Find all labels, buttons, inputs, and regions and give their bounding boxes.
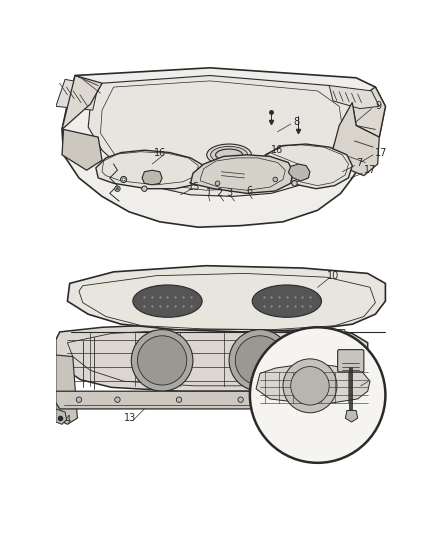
Circle shape (177, 397, 182, 402)
Text: 17: 17 (375, 148, 388, 158)
Polygon shape (62, 130, 102, 170)
FancyBboxPatch shape (338, 350, 364, 372)
Text: 16: 16 (155, 148, 166, 158)
Polygon shape (142, 170, 162, 185)
Circle shape (229, 329, 291, 391)
Polygon shape (56, 409, 67, 424)
Polygon shape (56, 391, 360, 409)
Circle shape (283, 359, 337, 413)
Polygon shape (191, 155, 293, 193)
Circle shape (300, 397, 305, 402)
Ellipse shape (252, 285, 321, 317)
Text: 15: 15 (188, 182, 201, 192)
Circle shape (342, 397, 347, 402)
Circle shape (142, 186, 147, 191)
Text: 9: 9 (375, 101, 381, 111)
Text: 10: 10 (327, 271, 339, 281)
Polygon shape (262, 144, 352, 189)
Polygon shape (62, 68, 385, 227)
Polygon shape (88, 76, 356, 196)
Text: 13: 13 (124, 413, 136, 423)
Polygon shape (346, 410, 358, 422)
Circle shape (250, 327, 385, 463)
Circle shape (122, 178, 125, 181)
Circle shape (120, 176, 127, 182)
Text: 7: 7 (356, 158, 362, 167)
Polygon shape (333, 102, 379, 175)
Circle shape (117, 188, 119, 190)
Text: 14: 14 (60, 415, 72, 425)
Polygon shape (329, 85, 379, 109)
Circle shape (291, 367, 329, 405)
Polygon shape (325, 387, 362, 426)
Text: 16: 16 (272, 145, 284, 155)
Polygon shape (56, 324, 367, 391)
Polygon shape (352, 87, 385, 137)
Circle shape (115, 397, 120, 402)
Ellipse shape (133, 285, 202, 317)
Polygon shape (62, 76, 102, 130)
Text: 2: 2 (216, 188, 222, 198)
Circle shape (215, 181, 220, 185)
Ellipse shape (211, 147, 247, 163)
Circle shape (292, 181, 297, 186)
Circle shape (138, 336, 187, 385)
Polygon shape (288, 164, 310, 181)
Polygon shape (56, 355, 78, 424)
Polygon shape (96, 150, 206, 189)
Text: 1: 1 (206, 188, 212, 198)
Ellipse shape (207, 144, 251, 166)
Text: 17: 17 (364, 165, 376, 175)
Circle shape (273, 177, 278, 182)
Text: 8: 8 (293, 117, 299, 127)
Polygon shape (67, 265, 385, 332)
Polygon shape (56, 79, 98, 110)
Polygon shape (256, 364, 370, 403)
Circle shape (131, 329, 193, 391)
Text: 6: 6 (247, 186, 253, 196)
Text: 19: 19 (370, 373, 382, 383)
Circle shape (76, 397, 81, 402)
Circle shape (238, 397, 244, 402)
Circle shape (235, 336, 285, 385)
Polygon shape (327, 329, 349, 353)
Circle shape (115, 186, 120, 191)
Text: 3: 3 (227, 188, 233, 198)
